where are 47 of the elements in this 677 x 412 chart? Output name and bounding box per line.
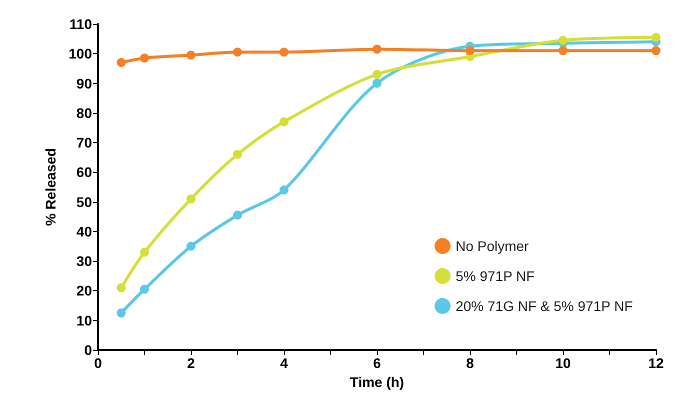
point xyxy=(466,46,474,56)
point xyxy=(652,32,660,42)
x-tick-label: 4 xyxy=(280,355,288,371)
point xyxy=(140,248,149,257)
y-tick-label: 90 xyxy=(76,75,92,92)
point xyxy=(140,54,149,63)
point xyxy=(186,194,196,204)
point xyxy=(186,242,196,251)
point xyxy=(233,210,242,220)
point xyxy=(280,117,288,126)
y-tick-label: 40 xyxy=(76,223,92,240)
x-tick-label: 6 xyxy=(373,355,382,371)
point xyxy=(233,48,242,57)
y-tick-label: 20 xyxy=(76,282,92,299)
x-tick-label: 2 xyxy=(187,355,196,371)
point xyxy=(652,46,660,56)
legend-label: No Polymer xyxy=(456,238,530,254)
legend-label: 20% 71G NF & 5% 971P NF xyxy=(456,298,633,314)
point xyxy=(116,58,126,68)
y-tick-label: 60 xyxy=(76,164,92,180)
x-tick-label: 10 xyxy=(555,355,571,371)
point xyxy=(372,70,382,79)
y-tick-label: 100 xyxy=(68,46,92,62)
x-tick-label: 8 xyxy=(466,355,474,371)
point xyxy=(116,283,126,292)
y-tick-label: 10 xyxy=(76,312,92,328)
legend-label: 5% 971P NF xyxy=(456,268,535,284)
point xyxy=(372,78,382,88)
point xyxy=(558,46,568,56)
y-tick-label: 50 xyxy=(76,194,92,210)
point xyxy=(186,50,196,60)
x-tick-label: 12 xyxy=(648,355,664,371)
x-tick-label: 0 xyxy=(94,355,102,371)
y-tick-label: 0 xyxy=(84,342,92,358)
point xyxy=(233,150,242,159)
point xyxy=(116,308,126,318)
y-tick-label: 30 xyxy=(76,253,92,270)
x-axis-title: Time (h) xyxy=(350,374,404,390)
y-tick-label: 110 xyxy=(69,16,92,32)
y-axis-title: % Released xyxy=(42,148,59,226)
y-tick-label: 80 xyxy=(76,104,92,121)
point xyxy=(558,36,568,45)
point xyxy=(140,284,149,294)
point xyxy=(280,185,288,194)
point xyxy=(372,44,382,54)
point xyxy=(280,48,288,57)
y-tick-label: 70 xyxy=(76,134,92,151)
